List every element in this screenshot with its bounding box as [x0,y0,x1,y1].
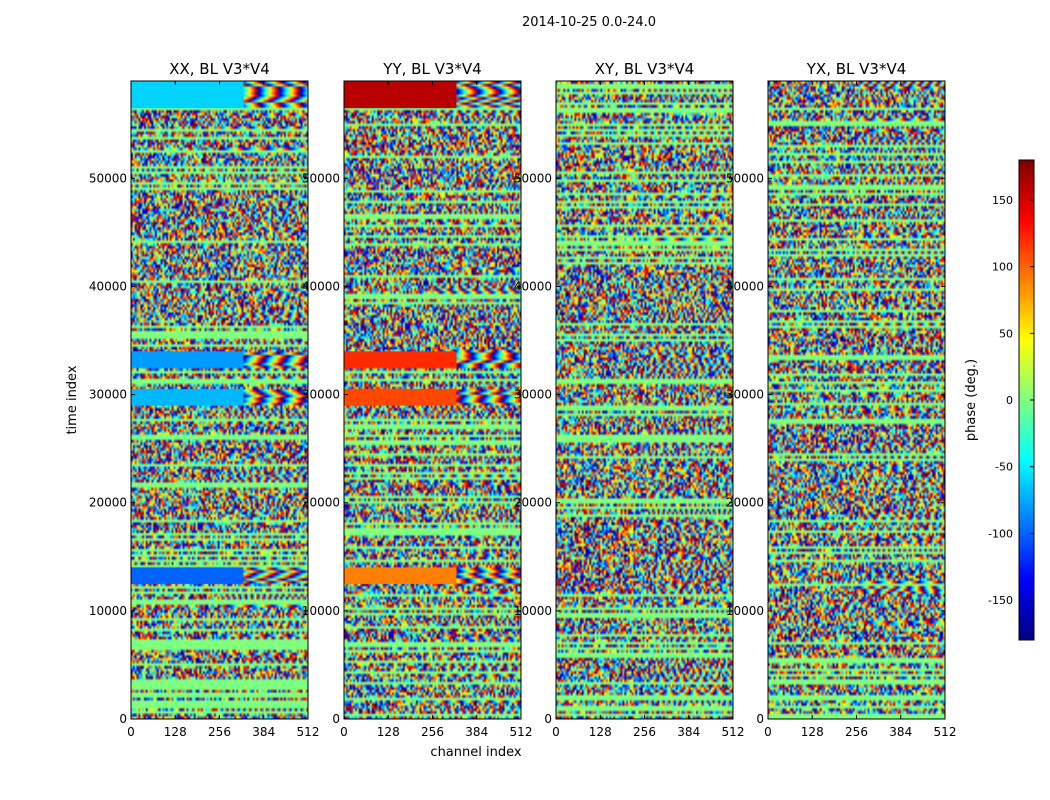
y-tick-label: 30000 [302,388,340,402]
x-tick-label: 384 [252,725,275,739]
x-tick-label: 512 [722,725,745,739]
x-tick-label: 384 [677,725,700,739]
colorbar-label: phase (deg.) [964,359,979,441]
colorbar-tick-label: -150 [988,594,1013,607]
y-tick-label: 0 [756,712,764,726]
x-tick-label: 384 [465,725,488,739]
colorbar-tick-label: 150 [992,194,1013,207]
x-tick-label: 128 [801,725,824,739]
x-tick-label: 0 [127,725,135,739]
y-tick-label: 30000 [514,388,552,402]
heatmap-image [556,81,733,719]
y-tick-label: 10000 [514,604,552,618]
y-tick-label: 10000 [726,604,764,618]
phase-band [344,389,456,406]
phase-band [344,567,456,584]
x-tick-label: 512 [934,725,957,739]
phase-band [131,351,243,368]
phase-band [131,81,243,109]
colorbar-tick-label: 0 [1006,394,1013,407]
x-tick-label: 0 [340,725,348,739]
y-tick-label: 20000 [726,496,764,510]
y-tick-label: 20000 [302,496,340,510]
panel-title: XY, BL V3*V4 [595,60,695,78]
y-tick-label: 0 [332,712,340,726]
x-tick-label: 0 [764,725,772,739]
heatmap-image [768,81,945,719]
panel: XY, BL V3*V4 0 128 256 384 512 0 10000 20000 3000… [514,60,745,739]
colorbar: -150 -100 -50 0 50 100 150 [988,159,1035,641]
x-tick-label: 128 [164,725,187,739]
colorbar-tick-label: 50 [999,327,1013,340]
y-tick-label: 0 [544,712,552,726]
phase-band [131,567,243,584]
y-tick-label: 30000 [89,388,127,402]
x-tick-label: 128 [377,725,400,739]
colorbar-tick-label: -100 [988,527,1013,540]
y-tick-label: 50000 [514,171,552,185]
x-tick-label: 256 [633,725,656,739]
colorbar-tick-label: -50 [995,461,1013,474]
panel: YX, BL V3*V4 0 128 256 384 512 0 10000 20000 3000… [726,60,957,739]
panel: XX, BL V3*V4 0 128 256 384 512 0 10000 20000 3000… [89,60,320,739]
y-tick-label: 0 [119,712,127,726]
y-tick-label: 50000 [89,171,127,185]
panel-title: YY, BL V3*V4 [382,60,481,78]
y-axis-label: time index [65,365,80,434]
y-tick-label: 40000 [726,279,764,293]
panel-title: YX, BL V3*V4 [806,60,907,78]
panel: YY, BL V3*V4 0 128 256 384 512 0 10000 20000 3000… [302,60,533,739]
y-tick-label: 20000 [89,496,127,510]
y-tick-label: 50000 [302,171,340,185]
x-tick-label: 384 [889,725,912,739]
x-tick-label: 0 [552,725,560,739]
x-tick-label: 512 [297,725,320,739]
y-tick-label: 40000 [89,279,127,293]
x-tick-label: 256 [208,725,231,739]
x-tick-label: 256 [421,725,444,739]
x-tick-label: 512 [510,725,533,739]
panels: XX, BL V3*V4 0 128 256 384 512 0 10000 20000 3000… [89,60,957,739]
y-tick-label: 20000 [514,496,552,510]
phase-band [344,81,456,109]
y-tick-label: 10000 [302,604,340,618]
phase-band [344,351,456,368]
x-tick-label: 128 [589,725,612,739]
y-tick-label: 40000 [514,279,552,293]
phase-band [131,389,243,406]
y-tick-label: 10000 [89,604,127,618]
panel-title: XX, BL V3*V4 [169,60,270,78]
colorbar-tick-label: 100 [992,261,1013,274]
y-tick-label: 30000 [726,388,764,402]
y-tick-label: 40000 [302,279,340,293]
x-tick-label: 256 [845,725,868,739]
x-axis-label: channel index [430,745,521,760]
y-tick-label: 50000 [726,171,764,185]
figure-title: 2014-10-25 0.0-24.0 [522,15,656,30]
